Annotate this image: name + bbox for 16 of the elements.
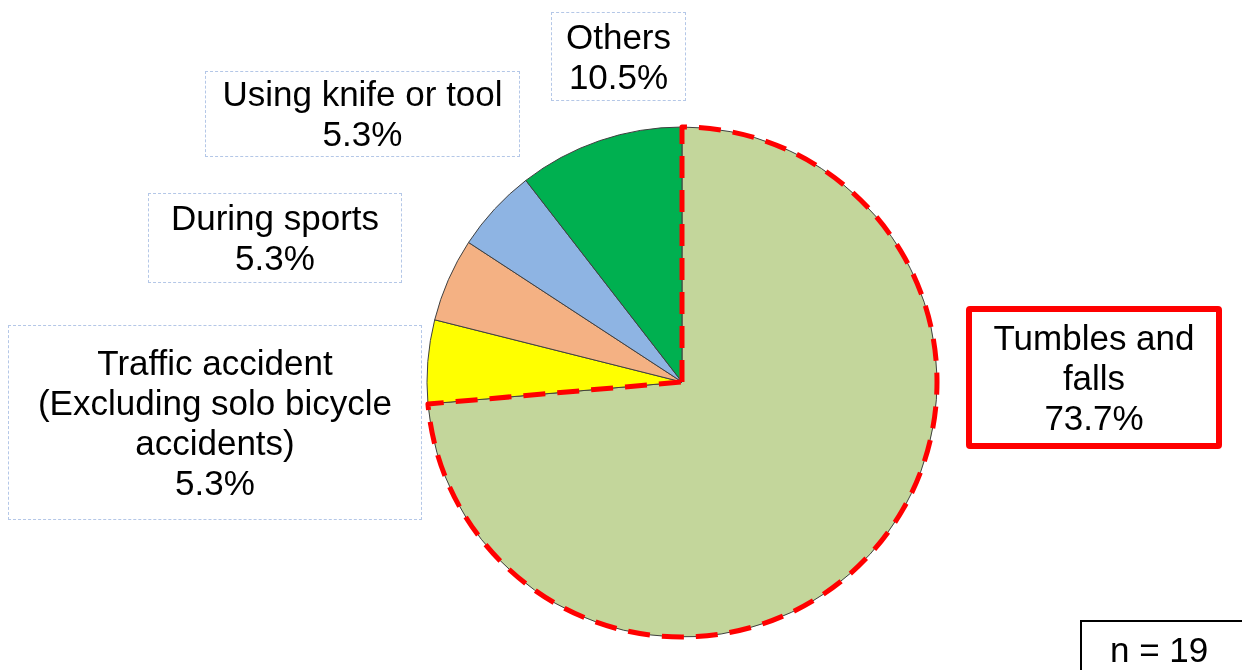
slice-label: Traffic accident (Excluding solo bicycle accidents) bbox=[37, 342, 393, 462]
slice-label: Tumbles and falls bbox=[993, 317, 1195, 397]
callout-box: Traffic accident (Excluding solo bicycle accidents) 5.3% bbox=[8, 325, 422, 520]
callout-box: Tumbles and falls 73.7% bbox=[966, 306, 1222, 449]
note-box: n = 19 bbox=[1080, 620, 1242, 670]
slice-label: Using knife or tool bbox=[222, 74, 503, 113]
callout-box: Others 10.5% bbox=[551, 12, 686, 101]
slice-label: During sports bbox=[170, 198, 380, 237]
data-label: 73.7% bbox=[1044, 397, 1144, 437]
data-label: 5.3% bbox=[175, 462, 255, 502]
callout-box: During sports 5.3% bbox=[148, 193, 402, 283]
slice-label: Others bbox=[565, 16, 672, 56]
data-label: 5.3% bbox=[322, 114, 403, 153]
data-label: 5.3% bbox=[235, 238, 315, 277]
callout-box: Using knife or tool 5.3% bbox=[205, 71, 520, 157]
data-label: 10.5% bbox=[568, 56, 669, 96]
